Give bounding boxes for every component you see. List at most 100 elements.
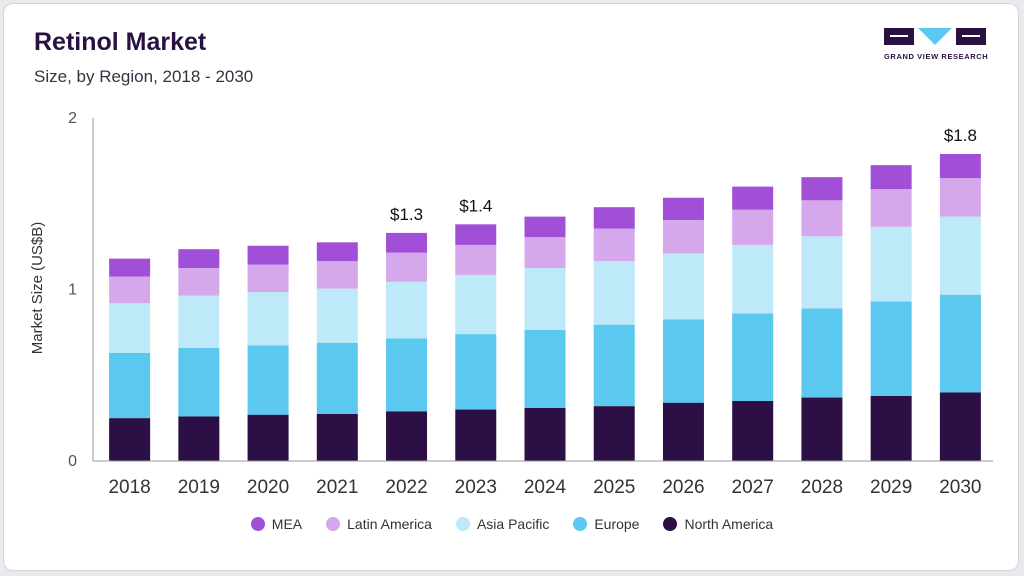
x-tick-label: 2022 — [385, 477, 427, 498]
bar-segment — [247, 245, 289, 265]
x-tick-label: 2027 — [732, 477, 774, 498]
bar-segment — [593, 261, 635, 325]
bar-segment — [662, 402, 704, 461]
bar-segment — [939, 294, 981, 393]
bar-segment — [178, 249, 220, 269]
page-title: Retinol Market — [34, 28, 207, 56]
data-label: $1.4 — [459, 196, 492, 215]
bar-segment — [178, 295, 220, 348]
x-tick-label: 2021 — [316, 477, 358, 498]
bar-segment — [386, 232, 428, 253]
legend-label: Asia Pacific — [476, 516, 550, 532]
x-ticks: 2018 2019 2020 2021 2022 2023 2024 2025 2026 2027… — [108, 477, 981, 498]
bar-segment — [247, 264, 289, 293]
bar-segment — [870, 189, 912, 227]
bar-segment — [801, 236, 843, 309]
bar-segment — [870, 226, 912, 302]
data-labels: $1.3 $1.4 $1.8 — [390, 126, 977, 224]
legend-swatch — [455, 517, 470, 531]
legend-label: North America — [684, 516, 774, 532]
chart-card: Retinol Market Size, by Region, 2018 - 2… — [3, 3, 1019, 571]
bar-segment — [732, 244, 774, 314]
bar-segment — [870, 165, 912, 190]
legend: MEA Latin America Asia Pacific Europe North … — [0, 516, 1024, 532]
bar-segment — [316, 413, 358, 461]
bar-segment — [593, 207, 635, 229]
bar-segment — [593, 406, 635, 461]
legend-swatch — [326, 517, 341, 531]
y-ticks: 0 1 2 — [68, 110, 77, 470]
y-axis-title: Market Size (US$B) — [29, 222, 46, 355]
bar-segment — [732, 186, 774, 210]
legend-swatch — [250, 517, 265, 531]
legend-label: MEA — [271, 516, 303, 532]
bar-segment — [109, 418, 151, 461]
bar-segment — [939, 154, 981, 179]
bar-segment — [939, 392, 981, 461]
legend-swatch — [663, 517, 678, 531]
bar-segment — [455, 244, 497, 275]
legend-label: Europe — [594, 516, 640, 532]
bar-segment — [662, 319, 704, 403]
bar-segment — [593, 228, 635, 262]
x-tick-label: 2030 — [939, 477, 981, 498]
bar-segment — [316, 242, 358, 262]
logo-text: GRAND VIEW RESEARCH — [884, 52, 989, 61]
data-label: $1.8 — [944, 126, 977, 145]
data-label: $1.3 — [390, 205, 423, 224]
bar-segment — [109, 258, 151, 277]
y-tick-label: 2 — [68, 110, 77, 127]
bar-segment — [316, 342, 358, 414]
x-tick-label: 2019 — [178, 477, 220, 498]
bar-segment — [316, 288, 358, 343]
bar-segment — [801, 308, 843, 398]
bar-segment — [386, 338, 428, 412]
bar-segment — [801, 177, 843, 201]
bar-segment — [386, 411, 428, 461]
bar-segment — [662, 220, 704, 254]
bar-segment — [247, 345, 289, 415]
bar-segment — [662, 253, 704, 320]
x-tick-label: 2018 — [108, 477, 150, 498]
bar-segment — [732, 313, 774, 401]
bar-segment — [247, 292, 289, 346]
legend-swatch — [573, 517, 588, 531]
bar-segment — [732, 209, 774, 245]
bar-segment — [939, 178, 981, 217]
legend-item[interactable]: North America — [663, 516, 773, 532]
bar-segment — [386, 281, 428, 339]
bar-segment — [455, 274, 497, 335]
legend-label: Latin America — [347, 516, 432, 532]
bars-layer — [109, 154, 981, 461]
logo-mark-icon — [884, 28, 986, 45]
bar-segment — [801, 397, 843, 461]
bar-segment — [593, 324, 635, 407]
x-tick-label: 2020 — [247, 477, 289, 498]
bar-segment — [386, 252, 428, 282]
x-tick-label: 2023 — [455, 477, 497, 498]
page-subtitle: Size, by Region, 2018 - 2030 — [34, 67, 254, 86]
bar-segment — [455, 334, 497, 410]
bar-segment — [109, 303, 151, 353]
bar-segment — [109, 352, 151, 419]
bar-segment — [455, 409, 497, 461]
x-tick-label: 2028 — [801, 477, 843, 498]
bar-segment — [662, 197, 704, 221]
bar-segment — [939, 216, 981, 295]
bar-segment — [455, 224, 497, 245]
bar-segment — [870, 395, 912, 461]
bar-segment — [524, 237, 566, 269]
legend-item[interactable]: Europe — [573, 516, 639, 532]
legend-item[interactable]: Latin America — [326, 516, 432, 532]
bar-segment — [732, 400, 774, 461]
x-tick-label: 2024 — [524, 477, 567, 498]
legend-item[interactable]: MEA — [250, 516, 303, 532]
legend-item[interactable]: Asia Pacific — [455, 516, 550, 532]
y-tick-label: 0 — [68, 453, 77, 470]
x-tick-label: 2025 — [593, 477, 635, 498]
bar-segment — [178, 347, 220, 417]
bar-segment — [524, 407, 566, 461]
bar-segment — [316, 261, 358, 289]
bar-segment — [870, 301, 912, 396]
